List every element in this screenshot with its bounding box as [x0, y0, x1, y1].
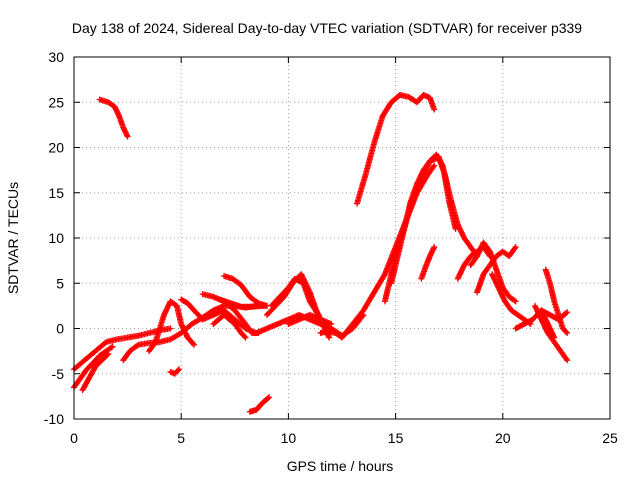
grid-lines: [74, 57, 610, 419]
data-point: [511, 297, 518, 304]
series-arc-ac: [542, 266, 571, 337]
series-arc-t: [388, 155, 440, 287]
y-tick-label: -5: [52, 366, 65, 382]
series-arc-l: [221, 273, 270, 309]
series-arc-g: [167, 366, 183, 377]
data-point: [134, 342, 141, 349]
series-arc-a: [71, 325, 174, 373]
series-arc-d: [96, 96, 131, 140]
data-point: [124, 133, 131, 140]
data-point: [512, 298, 519, 305]
plot-frame: [73, 56, 611, 420]
data-point: [190, 340, 197, 347]
x-tick-label: 5: [177, 430, 185, 446]
x-tick-label: 25: [602, 430, 618, 446]
data-point: [563, 328, 570, 335]
y-tick-label: 10: [48, 230, 64, 246]
y-axis-label: SDTVAR / TECUs: [5, 182, 21, 294]
series-arc-m: [246, 394, 273, 415]
data-point: [105, 350, 112, 357]
x-tick-label: 20: [495, 430, 511, 446]
data-point: [551, 334, 558, 341]
y-tick-label: 20: [48, 140, 64, 156]
data-point: [174, 367, 181, 374]
y-tick-label: 25: [48, 94, 64, 110]
y-tick-label: 5: [56, 275, 64, 291]
data-point: [431, 106, 438, 113]
series-arc-r: [354, 92, 438, 207]
y-tick-label: -10: [44, 411, 64, 427]
y-tick-label: 30: [48, 49, 64, 65]
y-tick-label: 15: [48, 185, 64, 201]
data-point: [328, 320, 335, 327]
series-arc-p: [285, 311, 335, 327]
tick-labels: 0 5 10 15 20 25 -10 -5 0 5 10 15 20 25 30: [44, 49, 618, 446]
data-point: [191, 341, 198, 348]
series-arc-k: [216, 296, 266, 310]
y-tick-label: 0: [56, 321, 64, 337]
data-point: [431, 162, 438, 169]
data-point: [265, 395, 272, 402]
series-arc-c: [79, 350, 112, 394]
data-point: [255, 330, 262, 337]
data-point: [431, 244, 438, 251]
data-point: [108, 344, 115, 351]
data-point: [564, 309, 571, 316]
data-point: [242, 334, 249, 341]
series-arc-f: [146, 298, 198, 355]
data-point: [167, 325, 174, 332]
chart-title: Day 138 of 2024, Sidereal Day-to-day VTE…: [72, 20, 582, 36]
series-arc-u: [418, 244, 438, 282]
data-point: [381, 272, 388, 279]
x-tick-label: 10: [281, 430, 297, 446]
series-arc-o: [268, 275, 322, 318]
data-point: [266, 394, 273, 401]
data-point: [430, 163, 437, 170]
series-arc-ad: [538, 307, 558, 341]
series-arc-v: [435, 153, 481, 260]
data-point: [241, 333, 248, 340]
data-point: [109, 343, 116, 350]
data-point: [564, 357, 571, 364]
series-arc-b: [71, 343, 116, 391]
data-point: [512, 244, 519, 251]
data-point: [176, 366, 183, 373]
data-point: [563, 355, 570, 362]
x-axis-label: GPS time / hours: [287, 458, 394, 474]
x-tick-label: 15: [388, 430, 404, 446]
data-points: [71, 92, 571, 415]
x-tick-label: 0: [70, 430, 78, 446]
series-arc-j: [210, 311, 249, 341]
data-point: [511, 245, 518, 252]
series-arc-y: [474, 244, 519, 296]
data-point: [564, 330, 571, 337]
data-point: [563, 310, 570, 317]
data-point: [326, 334, 333, 341]
data-point: [104, 351, 111, 358]
